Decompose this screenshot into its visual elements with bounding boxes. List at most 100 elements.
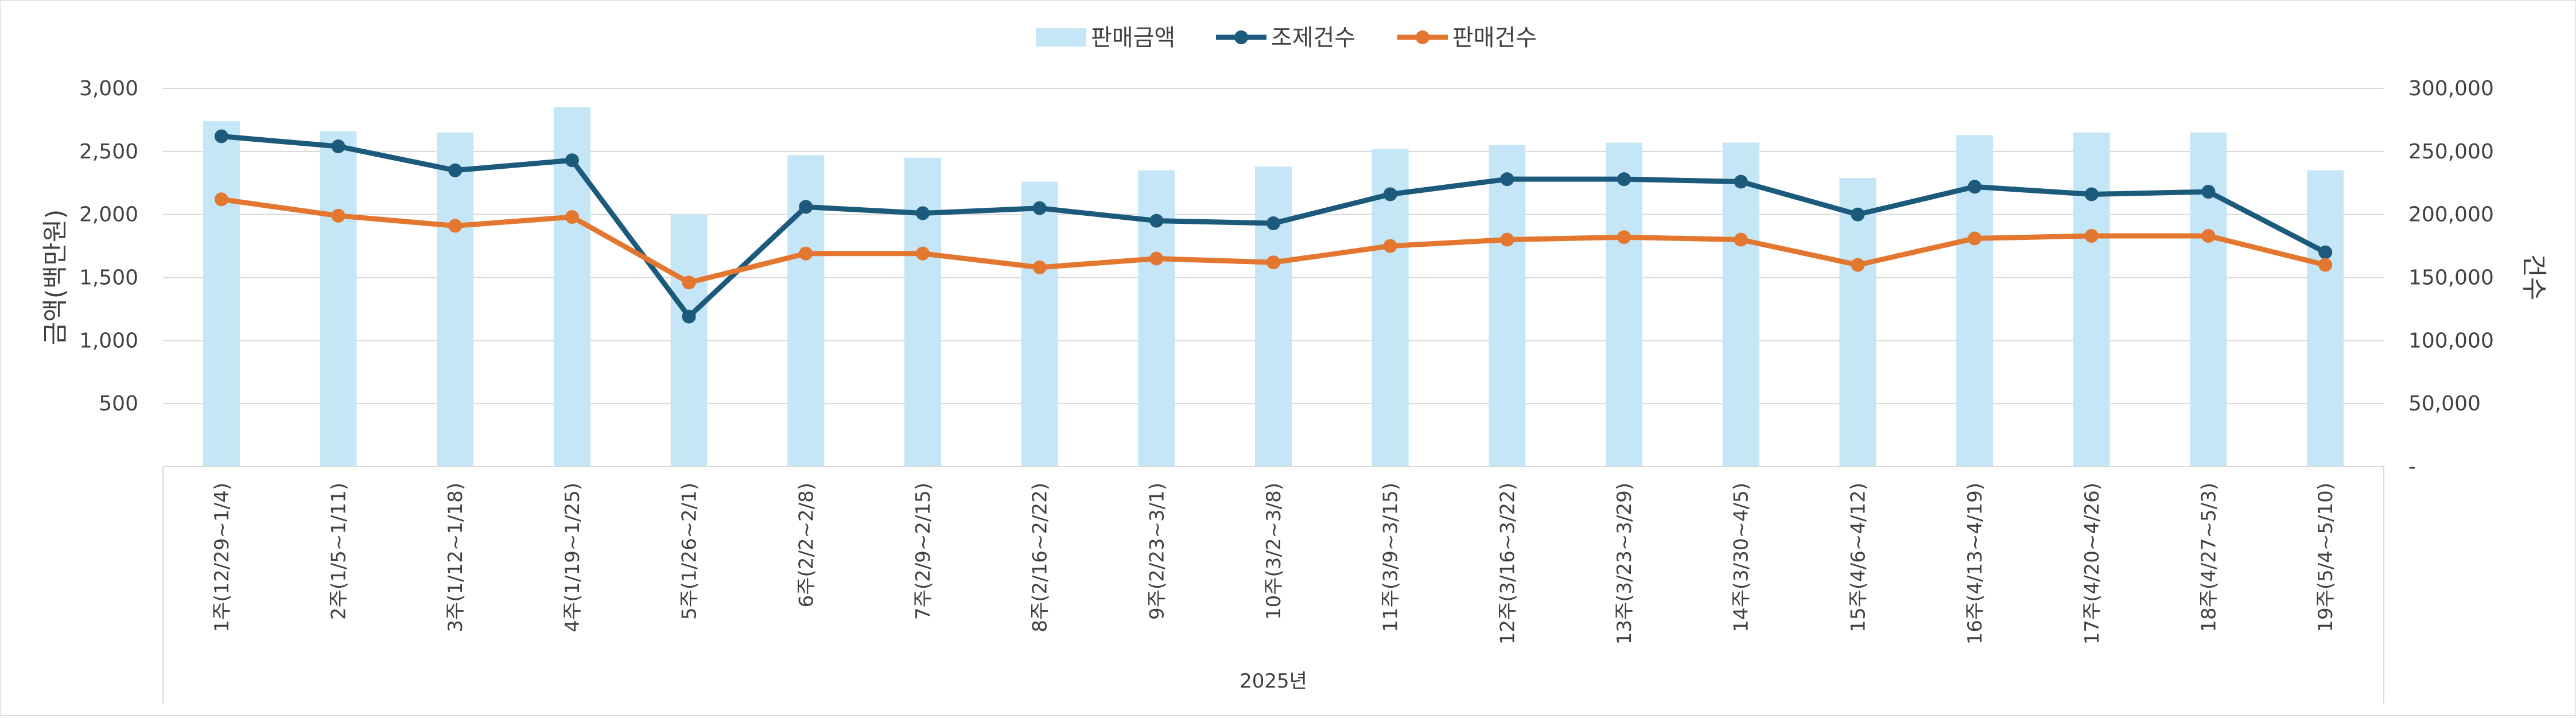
line-1-point-10 <box>1266 216 1280 231</box>
line-2-point-4 <box>565 210 579 224</box>
y-axis-left-title: 금액(백만원) <box>41 209 70 346</box>
axes <box>162 466 2384 704</box>
line-2-point-1 <box>214 192 228 207</box>
category-label-1: 1주(12/29~1/4) <box>211 483 234 632</box>
line-2-point-15 <box>1851 258 1865 272</box>
line-series <box>214 129 2333 324</box>
line-2-point-17 <box>2084 229 2099 243</box>
line-2-point-2 <box>331 208 345 223</box>
bar-12 <box>1489 145 1526 467</box>
bar-7 <box>904 157 941 467</box>
line-1-point-6 <box>799 200 813 214</box>
line-1-point-8 <box>1032 201 1047 215</box>
line-1-point-17 <box>2084 187 2099 201</box>
left-tick-label-5: 3,000 <box>79 77 138 100</box>
line-2-point-5 <box>682 275 696 290</box>
category-label-9: 9주(2/23~3/1) <box>1145 483 1168 620</box>
left-tick-label-1: 1,000 <box>79 329 138 352</box>
bar-17 <box>2073 132 2110 467</box>
left-tick-label-0: 500 <box>99 392 138 416</box>
bar-11 <box>1371 149 1409 467</box>
legend-label-1: 판매금액 <box>1091 25 1175 51</box>
line-1-point-9 <box>1149 214 1164 228</box>
x-group-label: 2025년 <box>1240 670 1307 693</box>
line-1-point-18 <box>2201 185 2216 199</box>
line-1-point-7 <box>915 206 930 220</box>
legend: 판매금액 조제건수 판매건수 <box>1036 25 1537 51</box>
line-1-point-11 <box>1383 187 1397 201</box>
bar-4 <box>553 107 590 467</box>
category-label-10: 10주(3/2~3/8) <box>1262 483 1285 620</box>
line-1-point-2 <box>331 139 345 154</box>
legend-swatch-1 <box>1036 28 1086 46</box>
line-2-point-16 <box>1968 231 1982 246</box>
right-tick-label-2: 100,000 <box>2408 329 2494 352</box>
left-tick-label-4: 2,500 <box>79 140 138 164</box>
category-label-19: 19주(5/4~5/10) <box>2314 483 2337 632</box>
legend-label-2: 조제건수 <box>1271 25 1355 51</box>
line-1-point-16 <box>1968 180 1982 194</box>
line-2-point-8 <box>1032 260 1047 274</box>
left-tick-label-2: 1,500 <box>79 266 138 290</box>
legend-marker-3 <box>1416 30 1429 44</box>
line-1-point-14 <box>1734 174 1748 189</box>
line-2-point-6 <box>799 246 813 261</box>
y-axis-right-title: 건수 <box>2519 254 2548 301</box>
line-1-point-4 <box>565 153 579 168</box>
bar-1 <box>203 121 240 467</box>
legend-marker-2 <box>1234 30 1248 44</box>
right-tick-label-6: 300,000 <box>2408 77 2494 100</box>
line-1-point-3 <box>448 163 463 177</box>
line-2-point-19 <box>2318 258 2333 272</box>
left-tick-label-3: 2,000 <box>79 203 138 227</box>
line-2-point-7 <box>915 246 930 261</box>
category-label-17: 17주(4/20~4/26) <box>2081 483 2104 645</box>
right-tick-label-5: 250,000 <box>2408 140 2494 164</box>
category-label-5: 5주(1/26~2/1) <box>678 483 701 620</box>
right-tick-label-0: - <box>2408 455 2416 479</box>
bar-3 <box>437 132 474 467</box>
bar-15 <box>1839 177 1876 467</box>
line-2-point-13 <box>1617 230 1631 244</box>
line-1-point-5 <box>682 309 696 324</box>
line-2-point-3 <box>448 219 463 233</box>
line-1-point-19 <box>2318 245 2333 259</box>
category-label-4: 4주(1/19~1/25) <box>561 483 584 632</box>
category-label-15: 15주(4/6~4/12) <box>1847 483 1870 632</box>
category-label-11: 11주(3/9~3/15) <box>1380 483 1402 632</box>
bar-5 <box>670 214 708 467</box>
bar-series <box>203 107 2344 467</box>
line-2-point-9 <box>1149 251 1164 266</box>
legend-label-3: 판매건수 <box>1452 25 1537 51</box>
category-label-3: 3주(1/12~1/18) <box>444 483 467 632</box>
category-label-13: 13주(3/23~3/29) <box>1613 483 1636 645</box>
line-2-point-12 <box>1500 232 1514 247</box>
category-label-7: 7주(2/9~2/15) <box>912 483 935 620</box>
line-2-point-18 <box>2201 229 2216 243</box>
line-1-point-1 <box>214 129 228 143</box>
tick-labels: 500 1,000 1,500 2,000 2,500 3,000 - 50,000 100,0… <box>41 77 2548 693</box>
line-1-point-15 <box>1851 207 1865 222</box>
bar-14 <box>1722 142 1759 467</box>
line-2-point-11 <box>1383 239 1397 253</box>
category-label-12: 12주(3/16~3/22) <box>1496 483 1519 645</box>
bar-8 <box>1021 181 1058 467</box>
category-label-18: 18주(4/27~5/3) <box>2197 483 2220 632</box>
category-label-8: 8주(2/16~2/22) <box>1029 483 1052 632</box>
line-1-point-13 <box>1617 172 1631 187</box>
right-tick-label-4: 200,000 <box>2408 203 2494 227</box>
bar-2 <box>320 131 357 467</box>
category-label-6: 6주(2/2~2/8) <box>795 483 818 607</box>
category-label-2: 2주(1/5~1/11) <box>328 483 351 620</box>
right-tick-label-3: 150,000 <box>2408 266 2494 290</box>
right-tick-label-1: 50,000 <box>2408 392 2481 416</box>
category-label-16: 16주(4/13~4/19) <box>1964 483 1987 645</box>
bar-13 <box>1606 142 1643 467</box>
line-2-point-10 <box>1266 255 1280 270</box>
line-2-point-14 <box>1734 232 1748 247</box>
bar-18 <box>2190 132 2227 467</box>
line-1-point-12 <box>1500 172 1514 187</box>
bar-19 <box>2307 170 2344 467</box>
